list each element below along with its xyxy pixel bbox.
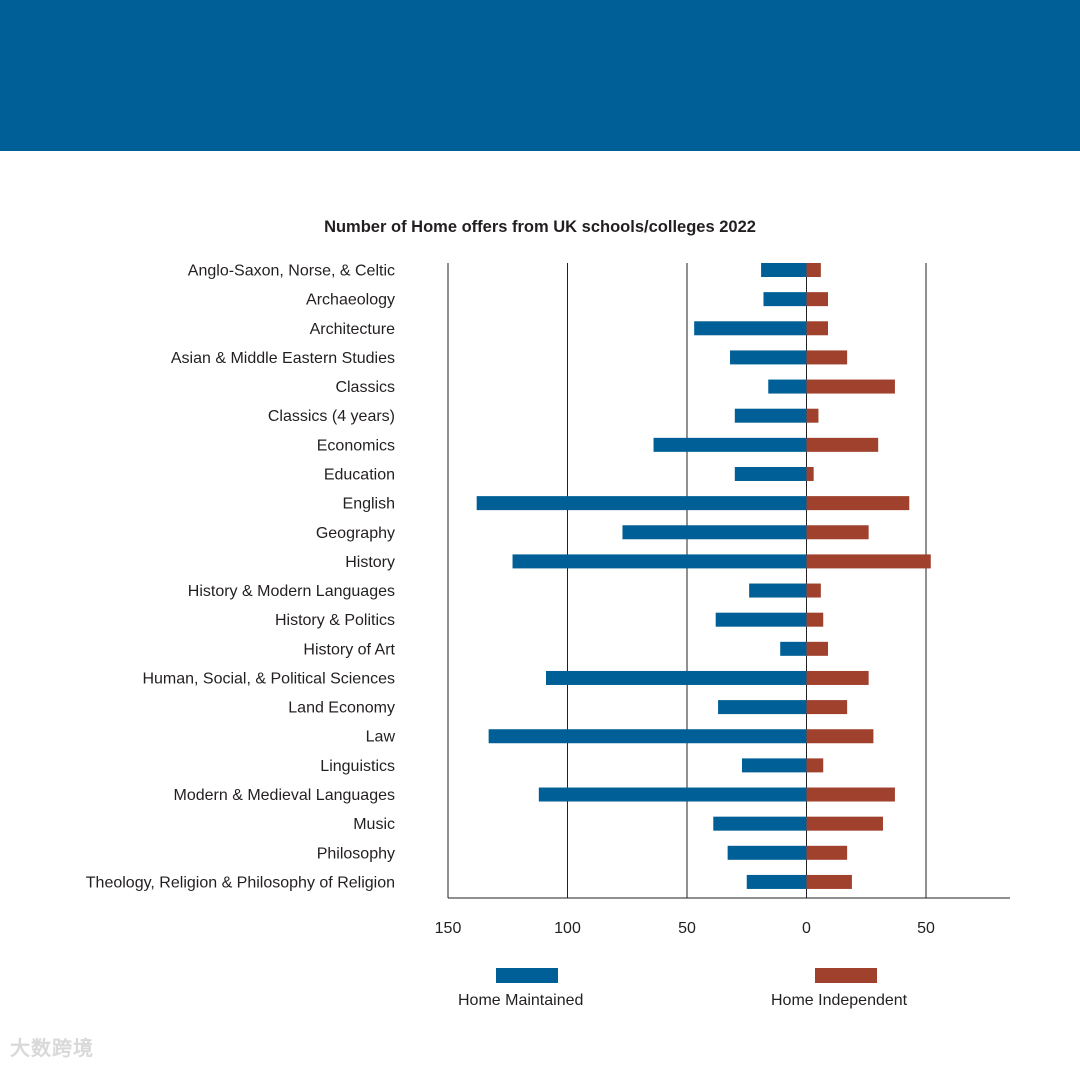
category-label: Economics <box>317 437 395 454</box>
bar-home-maintained <box>749 583 807 598</box>
category-label: Classics <box>335 379 395 396</box>
x-tick-label: 100 <box>554 920 581 937</box>
bar-home-independent <box>806 554 931 569</box>
bar-home-maintained <box>741 758 807 773</box>
category-label: English <box>343 496 395 513</box>
bar-home-maintained <box>727 845 807 860</box>
bar-home-maintained <box>545 670 807 685</box>
bar-home-maintained <box>715 612 807 627</box>
bar-home-independent <box>806 379 895 394</box>
bar-home-maintained <box>746 874 807 889</box>
bar-home-maintained <box>538 787 807 802</box>
bar-home-maintained <box>476 496 807 511</box>
bar-home-independent <box>806 787 895 802</box>
x-tick-label: 0 <box>802 920 811 937</box>
legend-label-independent: Home Independent <box>771 992 908 1009</box>
category-label: Land Economy <box>288 700 395 717</box>
bar-home-independent <box>806 525 869 540</box>
bar-home-maintained <box>694 321 807 336</box>
x-tick-label: 50 <box>678 920 696 937</box>
bar-home-independent <box>806 350 848 365</box>
bar-home-independent <box>806 321 829 336</box>
category-label: Human, Social, & Political Sciences <box>142 670 395 687</box>
bar-home-independent <box>806 466 814 481</box>
bar-home-independent <box>806 758 824 773</box>
category-label: Music <box>353 816 395 833</box>
bar-home-independent <box>806 670 869 685</box>
bar-home-maintained <box>622 525 807 540</box>
bar-home-independent <box>806 641 829 656</box>
bar-home-maintained <box>512 554 807 569</box>
watermark-text: 大数跨境 <box>10 1036 94 1060</box>
bar-home-independent <box>806 845 848 860</box>
bar-home-maintained <box>488 729 807 744</box>
bar-home-maintained <box>734 466 807 481</box>
category-label: History of Art <box>303 641 395 658</box>
chart-title: Number of Home offers from UK schools/co… <box>324 218 756 236</box>
bar-home-independent <box>806 816 883 831</box>
bar-home-maintained <box>734 408 807 423</box>
category-label: Architecture <box>310 321 395 338</box>
bar-home-independent <box>806 729 874 744</box>
legend-label-maintained: Home Maintained <box>458 992 584 1009</box>
bar-home-independent <box>806 700 848 715</box>
category-label: Education <box>324 466 395 483</box>
category-label: Anglo-Saxon, Norse, & Celtic <box>188 263 395 280</box>
legend-swatch-maintained <box>496 968 558 983</box>
category-label: History <box>345 554 395 571</box>
bar-home-independent <box>806 292 829 307</box>
category-label: Asian & Middle Eastern Studies <box>171 350 395 367</box>
category-label: Geography <box>316 525 395 542</box>
bar-home-independent <box>806 408 819 423</box>
header-banner <box>0 0 1080 151</box>
bar-home-independent <box>806 437 879 452</box>
x-tick-label: 150 <box>435 920 462 937</box>
bar-home-maintained <box>761 263 807 277</box>
x-tick-label: 50 <box>917 920 935 937</box>
bar-home-independent <box>806 496 910 511</box>
bar-home-maintained <box>780 641 807 656</box>
category-label: Linguistics <box>320 758 395 775</box>
category-label: Theology, Religion & Philosophy of Relig… <box>86 874 395 891</box>
bar-home-independent <box>806 612 824 627</box>
category-label: Archaeology <box>306 292 395 309</box>
bar-home-maintained <box>730 350 807 365</box>
bar-home-independent <box>806 583 821 598</box>
category-label: Law <box>366 729 396 746</box>
bar-home-maintained <box>713 816 807 831</box>
category-label: Philosophy <box>317 845 395 862</box>
bar-home-independent <box>806 874 852 889</box>
bar-home-maintained <box>718 700 807 715</box>
bar-home-independent <box>806 263 821 277</box>
category-label: History & Modern Languages <box>188 583 395 600</box>
category-label: Modern & Medieval Languages <box>174 787 395 804</box>
category-label: History & Politics <box>275 612 395 629</box>
category-label: Classics (4 years) <box>268 408 395 425</box>
bar-home-maintained <box>768 379 807 394</box>
bar-home-maintained <box>763 292 807 307</box>
bar-home-maintained <box>653 437 807 452</box>
legend-swatch-independent <box>815 968 877 983</box>
